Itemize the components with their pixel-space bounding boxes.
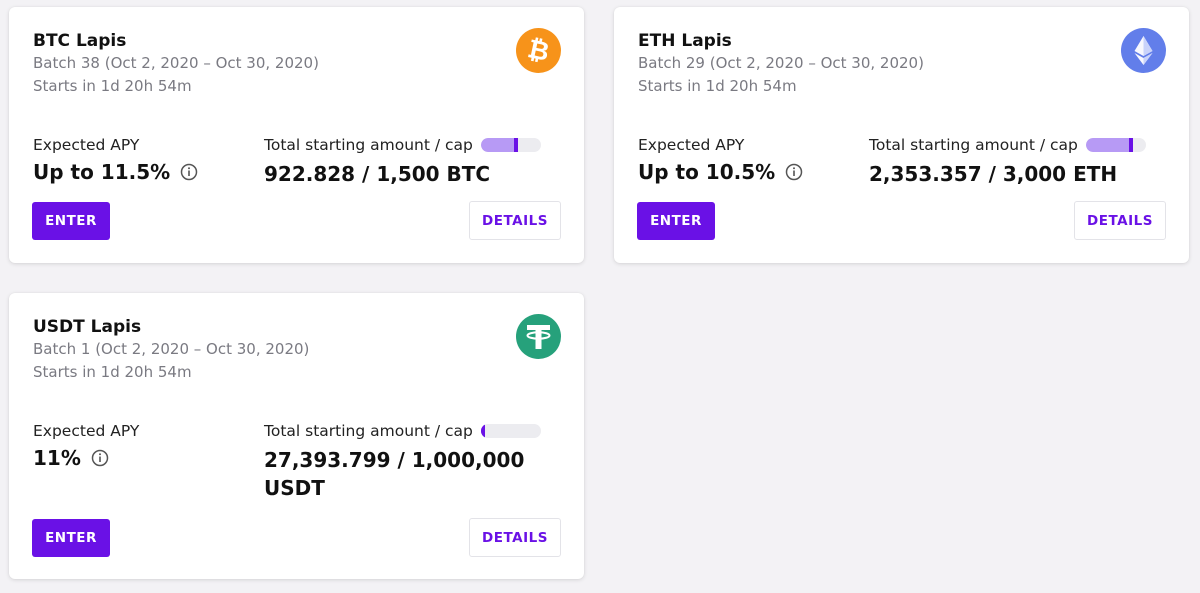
ethereum-icon bbox=[1121, 28, 1166, 73]
amount-label: Total starting amount / cap bbox=[264, 136, 541, 154]
amount-label-text: Total starting amount / cap bbox=[264, 422, 473, 440]
cap-progress-fill bbox=[480, 138, 518, 152]
cap-progress-tip bbox=[513, 138, 518, 152]
starts-countdown: Starts in 1d 20h 54m bbox=[638, 77, 797, 95]
cap-progress-bar bbox=[1085, 138, 1146, 152]
apy-row: 11% bbox=[33, 446, 109, 470]
cap-progress-fill bbox=[1085, 138, 1133, 152]
eth-lapis-card: ETH Lapis Batch 29 (Oct 2, 2020 – Oct 30… bbox=[614, 7, 1189, 263]
btc-lapis-card: BTC Lapis Batch 38 (Oct 2, 2020 – Oct 30… bbox=[9, 7, 584, 263]
amount-label-text: Total starting amount / cap bbox=[869, 136, 1078, 154]
apy-label: Expected APY bbox=[33, 422, 140, 440]
details-button[interactable]: DETAILS bbox=[469, 518, 561, 557]
info-icon[interactable] bbox=[180, 163, 198, 181]
amount-label: Total starting amount / cap bbox=[869, 136, 1146, 154]
apy-row: Up to 10.5% bbox=[638, 160, 803, 184]
amount-value: 922.828 / 1,500 BTC bbox=[264, 162, 491, 186]
starts-countdown: Starts in 1d 20h 54m bbox=[33, 77, 192, 95]
starts-countdown: Starts in 1d 20h 54m bbox=[33, 363, 192, 381]
bitcoin-icon: ₿ bbox=[516, 28, 561, 73]
amount-label: Total starting amount / cap bbox=[264, 422, 541, 440]
enter-button[interactable]: ENTER bbox=[32, 202, 110, 240]
usdt-lapis-card: USDT Lapis Batch 1 (Oct 2, 2020 – Oct 30… bbox=[9, 293, 584, 579]
batch-info: Batch 1 (Oct 2, 2020 – Oct 30, 2020) bbox=[33, 340, 310, 358]
amount-value: 27,393.799 / 1,000,000 USDT bbox=[264, 448, 525, 500]
svg-text:₿: ₿ bbox=[525, 34, 552, 68]
card-title: BTC Lapis bbox=[33, 31, 127, 51]
cap-progress-tip bbox=[1128, 138, 1133, 152]
cap-progress-bar bbox=[480, 424, 541, 438]
card-title: USDT Lapis bbox=[33, 317, 142, 337]
amount-label-text: Total starting amount / cap bbox=[264, 136, 473, 154]
cap-progress-tip bbox=[480, 424, 485, 438]
apy-label: Expected APY bbox=[638, 136, 745, 154]
info-icon[interactable] bbox=[785, 163, 803, 181]
tether-icon bbox=[516, 314, 561, 359]
apy-value: Up to 11.5% bbox=[33, 160, 171, 184]
batch-info: Batch 29 (Oct 2, 2020 – Oct 30, 2020) bbox=[638, 54, 924, 72]
enter-button[interactable]: ENTER bbox=[637, 202, 715, 240]
apy-row: Up to 11.5% bbox=[33, 160, 198, 184]
apy-label: Expected APY bbox=[33, 136, 140, 154]
batch-info: Batch 38 (Oct 2, 2020 – Oct 30, 2020) bbox=[33, 54, 319, 72]
details-button[interactable]: DETAILS bbox=[1074, 201, 1166, 240]
enter-button[interactable]: ENTER bbox=[32, 519, 110, 557]
apy-value: 11% bbox=[33, 446, 81, 470]
info-icon[interactable] bbox=[91, 449, 109, 467]
card-title: ETH Lapis bbox=[638, 31, 732, 51]
amount-value: 2,353.357 / 3,000 ETH bbox=[869, 162, 1118, 186]
cap-progress-bar bbox=[480, 138, 541, 152]
apy-value: Up to 10.5% bbox=[638, 160, 776, 184]
details-button[interactable]: DETAILS bbox=[469, 201, 561, 240]
